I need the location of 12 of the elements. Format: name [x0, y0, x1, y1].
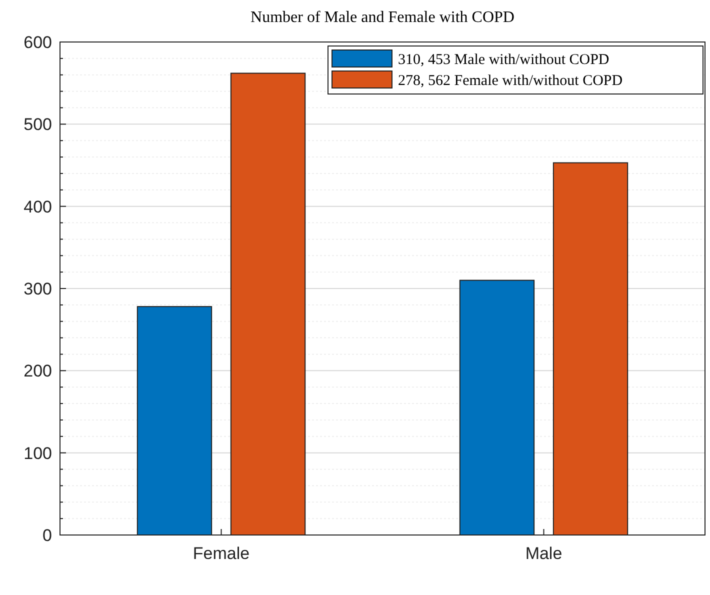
y-tick-label: 200 [24, 362, 52, 381]
y-tick-label: 500 [24, 115, 52, 134]
legend-label: 278, 562 Female with/without COPD [398, 72, 623, 89]
y-tick-label: 600 [24, 32, 52, 52]
y-tick-label: 400 [24, 197, 52, 216]
y-tick-label: 100 [24, 444, 52, 463]
y-tick-label: 300 [24, 279, 52, 298]
chart-title: Number of Male and Female with COPD [250, 9, 514, 26]
x-tick-label: Female [192, 544, 250, 563]
legend-label: 310, 453 Male with/without COPD [398, 52, 610, 68]
y-tick-label: 0 [42, 526, 52, 545]
x-tick-label: Male [525, 544, 562, 563]
